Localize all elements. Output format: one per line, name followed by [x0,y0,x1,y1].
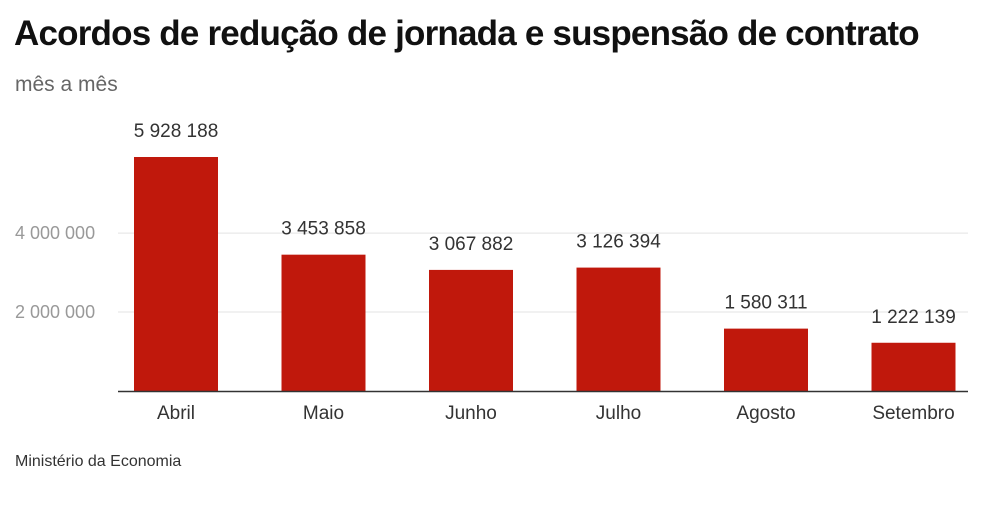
y-tick-label: 4 000 000 [15,223,95,243]
bar-value-label: 3 126 394 [576,232,661,253]
bar [871,342,956,391]
bar-value-label: 1 580 311 [724,293,807,314]
bars [134,157,956,391]
bar [134,157,218,391]
x-category-label: Agosto [736,403,795,424]
chart-subtitle: mês a mês [15,73,118,96]
source-note: Ministério da Economia [15,453,182,470]
bar [281,254,366,391]
x-category-label: Setembro [872,403,954,424]
bar [576,267,661,391]
x-axis-labels: Abril Maio Junho Julho Agosto Setembro [157,403,955,424]
y-tick-label: 2 000 000 [15,302,95,322]
x-category-label: Maio [303,403,344,424]
bar-value-label: 3 453 858 [281,219,366,240]
x-category-label: Abril [157,403,195,424]
gridlines [118,232,968,313]
bar [724,328,808,391]
bar-value-label: 5 928 188 [134,121,219,142]
x-category-label: Julho [596,403,641,424]
x-category-label: Junho [445,403,497,424]
value-labels: 5 928 188 3 453 858 3 067 882 3 126 394 1 58… [134,121,956,328]
y-axis-ticks: 2 000 000 4 000 000 [15,223,95,322]
chart-title: Acordos de redução de jornada e suspensã… [14,14,920,53]
bar-value-label: 1 222 139 [871,307,956,328]
bar [429,269,513,391]
bar-value-label: 3 067 882 [429,234,514,255]
